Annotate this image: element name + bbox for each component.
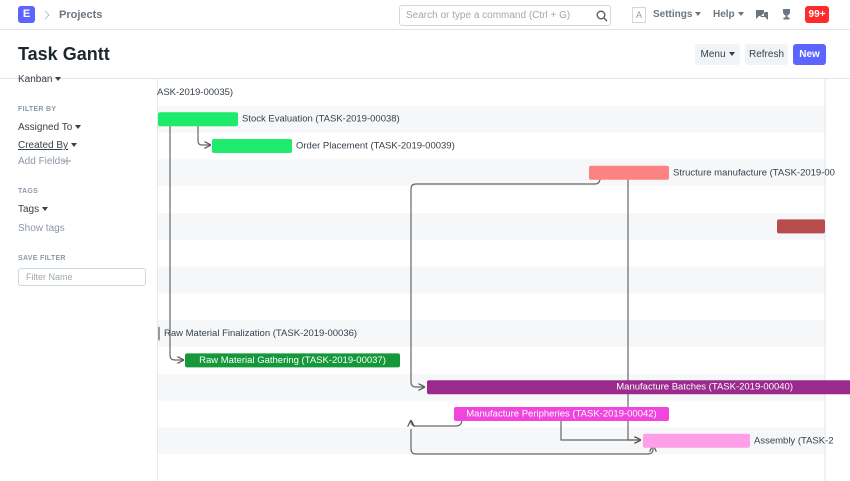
- gantt-row: [157, 266, 825, 294]
- tags-heading: TAGS: [18, 188, 39, 195]
- task-bar[interactable]: [643, 433, 750, 448]
- menu-button[interactable]: Menu: [695, 44, 740, 65]
- plus-icon: [63, 157, 71, 165]
- search-box[interactable]: Search or type a command (Ctrl + G): [399, 5, 611, 26]
- add-fields[interactable]: Add Fields: [18, 156, 66, 167]
- avatar[interactable]: A: [632, 7, 646, 23]
- task-bar[interactable]: [158, 112, 238, 127]
- task-label: Structure manufacture (TASK-2019-00: [673, 167, 835, 178]
- task-label: Raw Material Gathering (TASK-2019-00037): [199, 355, 386, 366]
- task-bar[interactable]: [454, 407, 669, 421]
- task-label: Manufacture Peripheries (TASK-2019-00042…: [466, 409, 656, 420]
- refresh-button[interactable]: Refresh: [745, 44, 788, 65]
- task-bar[interactable]: [158, 326, 160, 341]
- task-label: ASK-2019-00035): [157, 87, 233, 98]
- gantt-row: [157, 213, 825, 240]
- gantt-row: [157, 159, 825, 187]
- task-bar[interactable]: [777, 219, 825, 234]
- help-menu[interactable]: Help: [713, 9, 744, 20]
- gantt-chart: ASK-2019-00035) Stock Evaluation (TASK-20…: [157, 79, 850, 481]
- task-label: Order Placement (TASK-2019-00039): [296, 141, 455, 152]
- task-bar[interactable]: [212, 139, 292, 153]
- settings-menu[interactable]: Settings: [653, 9, 701, 20]
- task-label: Stock Evaluation (TASK-2019-00038): [242, 114, 400, 125]
- new-button[interactable]: New: [793, 44, 826, 65]
- view-switcher[interactable]: Kanban: [18, 74, 61, 85]
- trophy-icon[interactable]: [781, 8, 792, 21]
- task-label: Raw Material Finalization (TASK-2019-000…: [164, 328, 357, 339]
- logo[interactable]: E: [18, 6, 35, 23]
- gantt-row: [157, 320, 825, 347]
- dependency-arrows: [169, 125, 653, 455]
- divider: [0, 78, 850, 79]
- filter-created-by[interactable]: Created By: [18, 140, 77, 151]
- filter-heading: FILTER BY: [18, 106, 57, 113]
- chat-icon[interactable]: [755, 9, 768, 21]
- search-icon: [596, 10, 608, 22]
- task-label: Manufacture Batches (TASK-2019-00040): [616, 382, 793, 393]
- task-bar[interactable]: [185, 353, 400, 368]
- gantt-row: [157, 105, 825, 133]
- breadcrumb[interactable]: Projects: [59, 9, 103, 21]
- filter-name-input[interactable]: Filter Name: [18, 268, 146, 286]
- save-filter-heading: SAVE FILTER: [18, 255, 66, 262]
- task-label: Assembly (TASK-2: [754, 435, 834, 446]
- notifications[interactable]: 99+: [805, 6, 829, 23]
- task-bar[interactable]: [589, 165, 669, 180]
- tags-dropdown[interactable]: Tags: [18, 204, 48, 215]
- chevron: [44, 10, 50, 20]
- page-title: Task Gantt: [18, 44, 110, 64]
- task-bar[interactable]: [427, 380, 850, 395]
- filter-assigned-to[interactable]: Assigned To: [18, 122, 81, 133]
- show-tags[interactable]: Show tags: [18, 223, 65, 234]
